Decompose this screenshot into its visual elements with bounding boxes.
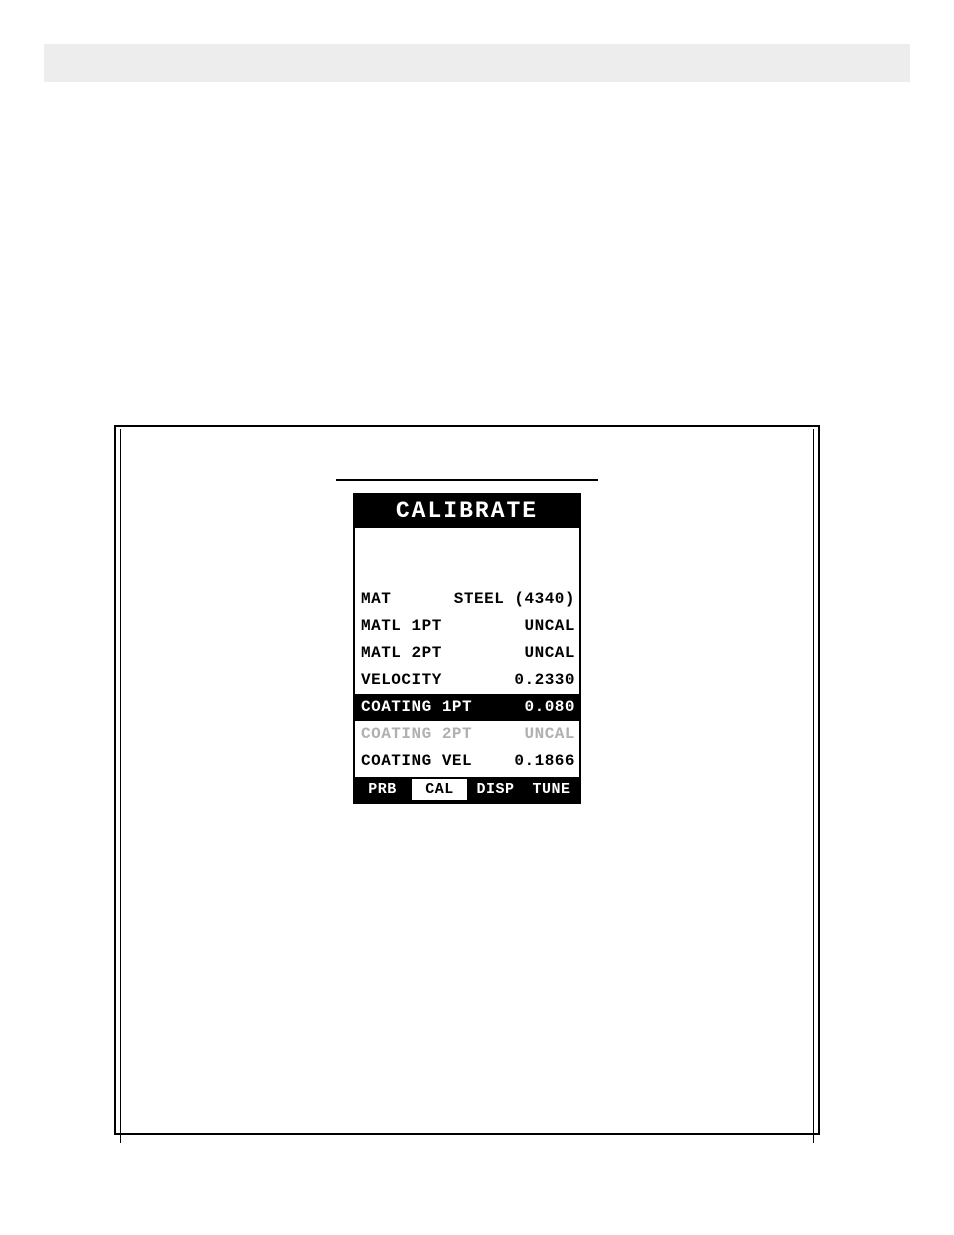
menu-value: UNCAL — [524, 640, 575, 667]
lcd-screen: CALIBRATE MAT STEEL (4340) MATL 1PT UNCA… — [353, 493, 581, 804]
tab-prb[interactable]: PRB — [355, 779, 411, 800]
menu-value: 0.080 — [524, 694, 575, 721]
menu-label: COATING 2PT — [361, 721, 472, 748]
menu-value: 0.1866 — [514, 748, 575, 775]
content-frame: CALIBRATE MAT STEEL (4340) MATL 1PT UNCA… — [114, 425, 820, 1135]
menu-label: COATING VEL — [361, 748, 472, 775]
screen-title: CALIBRATE — [355, 495, 579, 528]
top-bar — [44, 44, 910, 82]
tab-disp[interactable]: DISP — [468, 779, 524, 800]
divider-line — [336, 479, 598, 481]
screen-spacer — [355, 528, 579, 586]
tab-tune[interactable]: TUNE — [524, 779, 579, 800]
menu-row-velocity[interactable]: VELOCITY 0.2330 — [355, 667, 579, 694]
menu-value: UNCAL — [524, 721, 575, 748]
menu-value: 0.2330 — [514, 667, 575, 694]
menu-label: COATING 1PT — [361, 694, 472, 721]
menu-value: UNCAL — [524, 613, 575, 640]
menu-label: VELOCITY — [361, 667, 442, 694]
tab-cal[interactable]: CAL — [411, 779, 468, 800]
menu-row-matl-2pt[interactable]: MATL 2PT UNCAL — [355, 640, 579, 667]
menu-row-coating-1pt[interactable]: COATING 1PT 0.080 — [355, 694, 579, 721]
tab-bar: PRB CAL DISP TUNE — [355, 777, 579, 802]
menu-row-coating-2pt: COATING 2PT UNCAL — [355, 721, 579, 748]
menu-label: MAT — [361, 586, 391, 613]
menu-row-matl-1pt[interactable]: MATL 1PT UNCAL — [355, 613, 579, 640]
menu-row-mat[interactable]: MAT STEEL (4340) — [355, 586, 579, 613]
menu-label: MATL 2PT — [361, 640, 442, 667]
menu-value: STEEL (4340) — [454, 586, 575, 613]
menu-row-coating-vel[interactable]: COATING VEL 0.1866 — [355, 748, 579, 775]
menu-label: MATL 1PT — [361, 613, 442, 640]
